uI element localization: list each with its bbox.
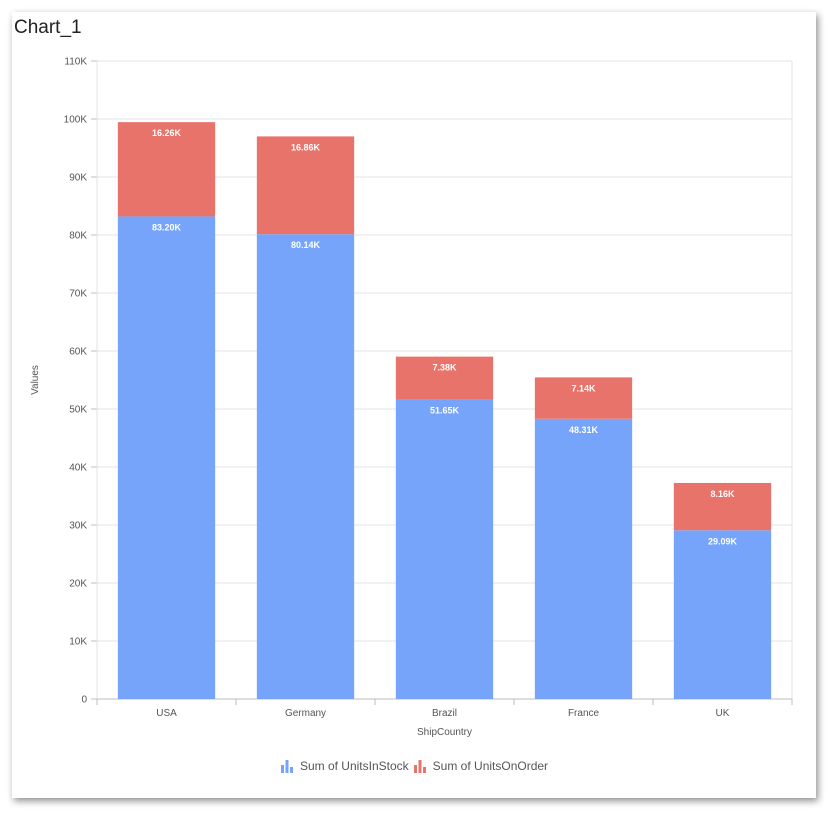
y-tick-label: 80K: [69, 231, 87, 242]
x-tick-label: Germany: [285, 708, 326, 719]
x-tick-label: USA: [156, 708, 177, 719]
y-tick-label: 30K: [69, 521, 87, 532]
chart-legend: Sum of UnitsInStock Sum of UnitsOnOrder: [12, 759, 816, 773]
chart-plot: 0 10K 20K 30K 40K 50K 60K 70K 80K 90K 100K 110K 83.2…: [30, 57, 793, 738]
data-label: 8.16K: [710, 489, 735, 499]
y-tick-label: 110K: [64, 57, 87, 68]
data-label: 80.14K: [291, 240, 321, 250]
y-tick-label: 50K: [69, 405, 87, 416]
bar-units-on-order[interactable]: [534, 377, 633, 419]
data-label: 7.38K: [432, 363, 457, 373]
y-tick-label: 70K: [69, 289, 87, 300]
x-tick-label: UK: [716, 708, 730, 719]
y-tick-label: 10K: [69, 637, 87, 648]
data-label: 29.09K: [708, 536, 738, 546]
legend-item-units-in-stock[interactable]: Sum of UnitsInStock: [280, 759, 409, 773]
bar-units-in-stock[interactable]: [534, 418, 633, 699]
y-tick-label: 90K: [69, 173, 87, 184]
chart-card: Chart_1 0 10K 20K 30K 40K 50K 60K 70K 80K 90K 100K…: [12, 12, 816, 798]
y-axis-title: Values: [30, 365, 41, 395]
chart-title: Chart_1: [14, 17, 82, 38]
x-tick-label: France: [568, 708, 600, 719]
y-tick-label: 0: [81, 695, 87, 706]
data-label: 51.65K: [430, 405, 460, 415]
bar-units-on-order[interactable]: [256, 136, 355, 235]
y-tick-label: 40K: [69, 463, 87, 474]
bar-units-in-stock[interactable]: [117, 216, 216, 699]
y-tick-label: 20K: [69, 579, 87, 590]
data-label: 83.20K: [152, 222, 182, 232]
bar-units-on-order[interactable]: [673, 482, 772, 531]
bar-units-in-stock[interactable]: [395, 399, 494, 699]
legend-label: Sum of UnitsInStock: [299, 759, 409, 773]
legend-item-units-on-order[interactable]: Sum of UnitsOnOrder: [413, 759, 548, 773]
bar-units-in-stock[interactable]: [256, 234, 355, 700]
y-tick-label: 100K: [64, 115, 88, 126]
bar-chart-icon: [413, 760, 426, 773]
data-label: 16.86K: [291, 142, 321, 152]
x-tick-label: Brazil: [432, 708, 457, 719]
data-label: 48.31K: [569, 425, 599, 435]
bar-units-on-order[interactable]: [117, 122, 216, 217]
y-tick-label: 60K: [69, 347, 87, 358]
data-label: 16.26K: [152, 128, 182, 138]
data-label: 7.14K: [571, 383, 596, 393]
bar-chart-icon: [280, 760, 293, 773]
bar-units-on-order[interactable]: [395, 356, 494, 400]
bar-units-in-stock[interactable]: [673, 530, 772, 699]
legend-label: Sum of UnitsOnOrder: [432, 759, 549, 773]
x-axis-title: ShipCountry: [417, 727, 472, 738]
